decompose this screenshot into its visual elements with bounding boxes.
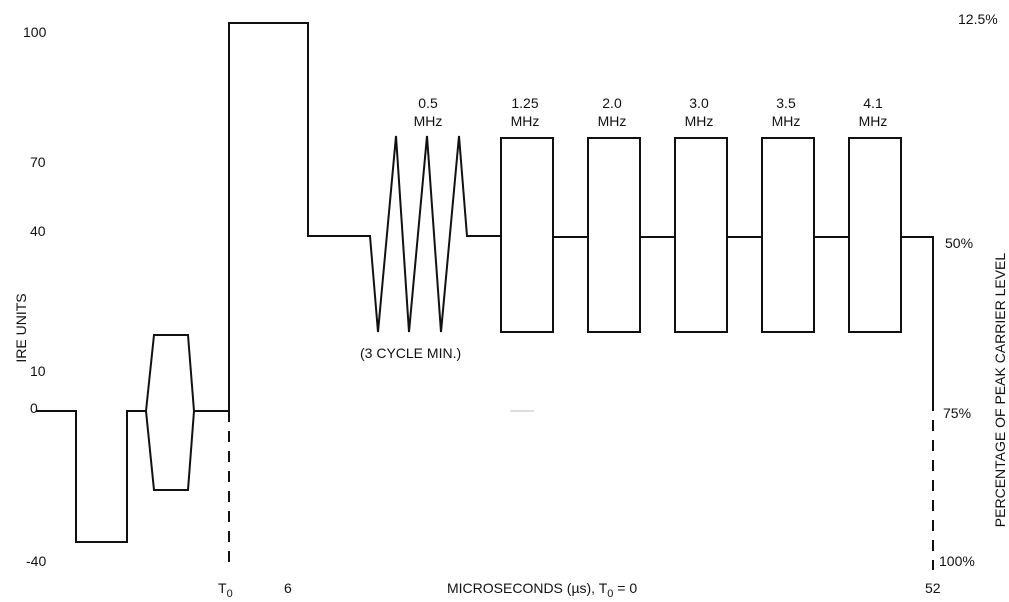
- freq-unit-0-5: MHz: [414, 113, 443, 129]
- freq-unit-3-5: MHz: [772, 113, 801, 129]
- right-axis-title: PERCENTAGE OF PEAK CARRIER LEVEL: [992, 253, 1008, 528]
- waveform-sync-and-flag: [36, 22, 501, 543]
- freq-label-2-0: 2.0: [602, 95, 622, 111]
- left-tick-100: 100: [23, 24, 47, 40]
- freq-unit-4-1: MHz: [859, 113, 888, 129]
- x-tick-6: 6: [284, 580, 292, 596]
- t0-label: T0: [218, 580, 233, 600]
- waveform-tail: [901, 236, 934, 400]
- freq-unit-3-0: MHz: [685, 113, 714, 129]
- left-tick-70: 70: [30, 154, 46, 170]
- burst-packet-3-0: [674, 137, 728, 333]
- right-tick-50: 50%: [945, 235, 973, 251]
- freq-label-0-5: 0.5: [418, 95, 438, 111]
- burst-packet-3-5: [761, 137, 815, 333]
- freq-label-4-1: 4.1: [863, 95, 883, 111]
- burst-packet-1-25: [500, 137, 554, 333]
- caption-tail: = 0: [613, 580, 637, 596]
- left-axis-title: IRE UNITS: [13, 293, 29, 362]
- caption-main: MICROSECONDS (µs), T: [447, 580, 608, 596]
- left-tick-40: 40: [30, 223, 46, 239]
- t0-main: T: [218, 580, 227, 596]
- cycle-min-annotation: (3 CYCLE MIN.): [360, 345, 461, 361]
- x-axis-caption: MICROSECONDS (µs), T0 = 0: [447, 580, 637, 600]
- t0-sub: 0: [227, 588, 233, 600]
- right-tick-100: 100%: [939, 553, 975, 569]
- left-tick-minus-40: -40: [26, 553, 46, 569]
- x-tick-52: 52: [925, 580, 941, 596]
- freq-unit-1-25: MHz: [511, 113, 540, 129]
- right-tick-12-5: 12.5%: [958, 11, 998, 27]
- right-tick-75: 75%: [943, 405, 971, 421]
- freq-label-1-25: 1.25: [511, 95, 538, 111]
- left-tick-0: 0: [30, 400, 38, 416]
- burst-packet-4-1: [848, 137, 902, 333]
- freq-unit-2-0: MHz: [598, 113, 627, 129]
- freq-label-3-5: 3.5: [776, 95, 796, 111]
- left-tick-10: 10: [30, 363, 46, 379]
- caption-sub: 0: [607, 588, 613, 600]
- burst-packet-2-0: [587, 137, 641, 333]
- freq-label-3-0: 3.0: [689, 95, 709, 111]
